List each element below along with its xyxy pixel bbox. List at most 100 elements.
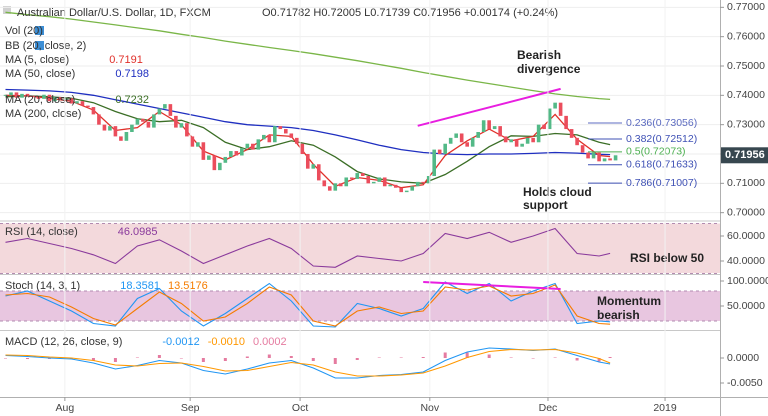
candle [185,123,189,137]
candle [25,93,30,96]
candle [432,149,436,176]
candle [503,136,508,143]
y-tick-label: 0.77000 [727,1,765,13]
indicator-line [5,284,611,327]
y-tick-label: 0.70000 [727,206,765,218]
collapse-icon[interactable] [3,6,11,14]
fib-label: 0.5(0.72073) [626,146,686,158]
histogram-bar [245,356,249,358]
histogram-bar [289,356,293,358]
annotation: RSI below 50 [630,251,704,265]
candle [492,126,497,130]
histogram-bar [465,352,469,358]
candle [20,93,24,98]
candle [218,162,222,171]
histogram-bar [3,358,7,359]
moving-average [5,95,611,184]
candle [58,97,63,100]
candle [613,155,618,161]
candle [300,143,305,154]
indicator-label: MACD (12, 26, close, 9) [5,336,122,348]
annotation: Bearish [517,48,561,62]
candle [212,155,217,171]
candle [514,139,519,147]
candle [284,129,288,134]
candle [179,123,184,128]
candle [487,120,491,130]
legend-entry: MA (5, close) [5,54,69,66]
histogram-bar [179,358,183,359]
histogram-bar [91,358,95,361]
candle [201,142,206,160]
y-tick-label: 60.0000 [727,230,765,242]
histogram-bar [201,358,205,362]
candle [31,95,35,97]
candle [141,118,145,122]
candle [102,124,107,131]
y-tick-label: 40.0000 [727,255,765,267]
candle [196,142,200,147]
candle [558,102,563,116]
histogram-bar [608,357,612,358]
indicator-line [5,227,611,268]
histogram-bar [355,358,359,360]
legend-entry: MA (200, close) [5,108,81,120]
candle [267,134,272,143]
candle [542,124,546,130]
candle [437,149,442,154]
histogram-bar [377,357,381,358]
candle [580,145,585,153]
candle [509,139,513,143]
candle [349,177,354,179]
y-tick-label: 0.71000 [727,177,765,189]
divergence-line [423,281,561,290]
fib-label: 0.236(0.73056) [626,117,697,129]
candle [536,124,541,143]
y-tick-label: -0.0050 [727,377,763,389]
fib-label: 0.786(0.71007) [626,177,697,189]
histogram-bar [399,357,403,358]
indicator-value: 13.5176 [168,280,208,292]
y-tick-label: 0.75000 [727,60,765,72]
candle [42,94,46,99]
candle [360,173,365,176]
y-tick-label: 0.73000 [727,118,765,130]
legend-value: 0.7232 [115,94,149,106]
candle [481,120,486,132]
candle [135,118,140,125]
candle [97,114,101,125]
annotation: bearish [597,308,640,322]
x-tick-label: Sep [181,402,200,414]
candle [421,181,426,184]
indicator-value: -0.0012 [162,336,199,348]
candle [146,121,151,128]
candle [305,154,310,169]
x-tick-label: 2019 [653,402,677,414]
candle [355,173,360,179]
annotation: Momentum [597,294,661,308]
candle [36,96,41,99]
moving-average [5,88,611,156]
histogram-bar [157,355,161,358]
candle [415,181,420,187]
candle [69,98,74,104]
candle [278,126,283,130]
y-tick-label: 0.74000 [727,89,765,101]
candle [251,143,255,150]
candle [168,104,173,116]
candle [382,177,387,187]
histogram-bar [553,357,557,358]
chart-title: Australian Dollar/U.S. Dollar, 1D, FXCM [17,7,211,19]
candle [163,104,167,109]
x-tick-label: Oct [292,402,308,414]
histogram-bar [25,358,29,359]
legend-entry: Vol (20) [5,25,43,37]
legend-entry: MA (20, close) [5,94,75,106]
candle [602,158,607,162]
candle [207,155,211,160]
annotation: support [523,198,568,212]
indicator-value: 46.0985 [118,226,158,238]
candle [108,126,112,131]
candle [9,92,13,96]
